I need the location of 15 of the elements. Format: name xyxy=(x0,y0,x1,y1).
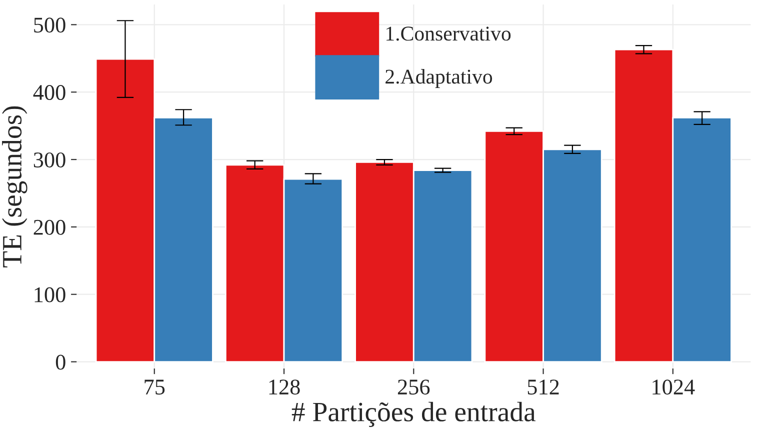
x-tick-label: 75 xyxy=(144,380,165,395)
x-axis-title: # Partições de entrada xyxy=(292,402,536,428)
y-tick-label: 300 xyxy=(34,152,66,168)
legend-label: 1.Conservativo xyxy=(386,26,511,41)
legend-label: 2.Adaptativo xyxy=(386,69,492,88)
x-tick-label: 1024 xyxy=(652,380,695,395)
y-tick-label: 400 xyxy=(33,85,66,100)
y-tick-label: 500 xyxy=(34,18,66,33)
y-axis-title: TE (segundos) xyxy=(2,106,28,268)
y-tick-label: 0 xyxy=(56,354,66,370)
y-tick-label: 100 xyxy=(34,287,66,302)
x-tick-label: 256 xyxy=(398,380,430,395)
y-tick-label: 200 xyxy=(34,220,66,235)
x-tick-label: 128 xyxy=(269,380,300,395)
x-tick-label: 512 xyxy=(528,380,559,395)
